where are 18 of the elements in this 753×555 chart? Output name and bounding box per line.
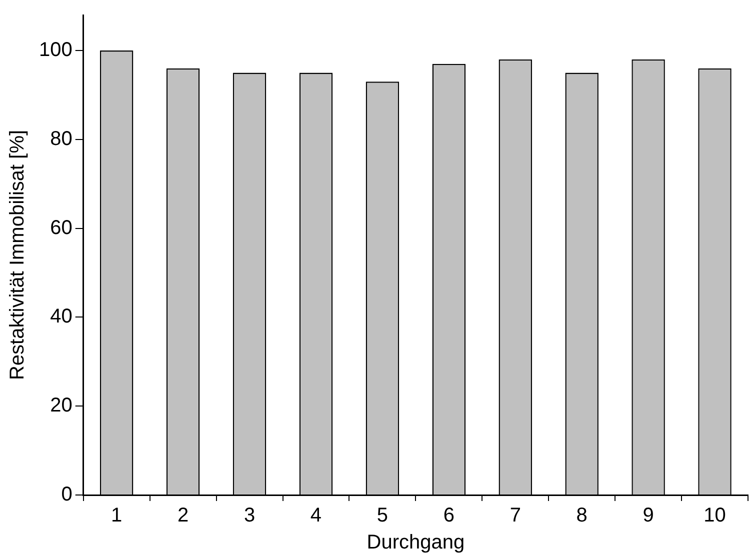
x-tick-label: 3 (244, 504, 256, 527)
y-tick-label: 20 (50, 394, 72, 417)
x-tick-label: 9 (642, 504, 654, 527)
y-tick-label: 40 (50, 306, 72, 328)
x-tick-label: 1 (111, 504, 122, 527)
y-tick-label: 60 (50, 216, 72, 239)
x-tick-label: 2 (178, 504, 189, 527)
x-tick-label: 8 (576, 504, 588, 527)
x-axis-title: Durchgang (366, 532, 465, 554)
x-tick-label: 6 (443, 504, 454, 527)
y-axis-title: Restaktivität Immobilisat [%] (6, 130, 29, 380)
y-tick-label: 100 (38, 39, 72, 62)
x-tick-label: 7 (510, 504, 521, 527)
y-tick-label: 80 (50, 128, 72, 150)
x-tick-label: 10 (704, 504, 726, 527)
y-tick-label: 0 (61, 484, 72, 506)
x-tick-label: 4 (310, 504, 322, 527)
x-tick-label: 5 (376, 504, 388, 527)
